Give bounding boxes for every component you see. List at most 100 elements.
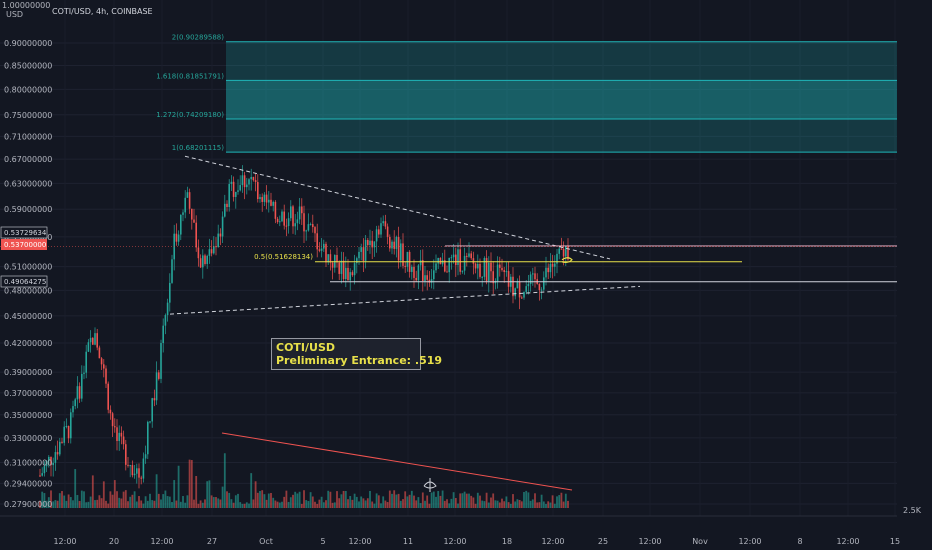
candle-body [50,456,52,466]
price-tick-label: 0.80000000 [4,85,52,94]
volume-bar [281,501,283,508]
candle-body [514,288,516,297]
candle-body [169,282,171,303]
fib-zone [226,41,897,81]
candle-body [122,436,125,445]
candle-body [224,203,226,217]
volume-bar [490,497,492,508]
triangle-upper-line [184,155,611,260]
price-tick-label: 0.48000000 [4,286,52,295]
volume-bar [322,502,325,508]
candle-body [92,337,94,345]
candle-body [239,185,241,191]
candle-body [397,237,400,261]
volume-bar [241,503,244,508]
volume-bar [83,491,85,508]
volume-bar [364,500,367,508]
volume-bar [245,502,248,508]
volume-bar [133,491,136,508]
volume-bar [551,495,554,508]
candle-body [292,206,294,227]
volume-bar [226,491,228,508]
candle-body [78,386,81,399]
time-tick-label: 15 [890,537,900,546]
candle-body [457,249,459,266]
candle-body [54,452,57,463]
candle-body [215,246,217,248]
candle-body [391,241,393,249]
candle-body [558,248,560,254]
volume-bar [230,499,233,508]
volume-bar [503,501,506,508]
volume-bar [424,500,426,508]
volume-bar [402,499,404,508]
volume-bar [417,497,420,508]
candle-body [327,254,329,263]
candle-body [461,270,464,272]
candle-body [466,255,468,257]
volume-bar [232,502,235,508]
volume-bar [43,493,46,508]
candle-body [127,464,129,466]
volume-bar [300,503,303,508]
volume-bar [371,501,374,508]
volume-bar [91,475,94,508]
volume-bar [360,496,363,508]
volume-bar [393,490,396,508]
volume-bar [512,494,514,508]
candle-body [360,247,362,252]
candle-body [488,262,490,281]
volume-bar [408,494,411,508]
fib-zone [226,80,897,119]
candle-body [309,224,312,226]
candle-body [166,302,169,316]
candle-body [294,223,296,227]
candle-body [241,175,244,186]
candle-body [281,211,283,222]
candle-body [175,233,178,242]
candle-body [448,257,450,273]
price-tick-label: 0.71000000 [4,132,52,141]
candle-body [455,254,457,266]
volume-bar [98,495,101,508]
volume-bar [160,499,162,508]
volume-bar [492,493,495,508]
fib-extension-zones: 2(0.90289588) 1.618(0.81851791) 1.272(0.74… [156,34,897,153]
volume-bar [122,491,125,508]
volume-bar [254,481,257,508]
candle-body [463,255,466,271]
volume-bar [380,503,382,508]
candle-body [521,297,523,299]
volume-bar [201,502,204,508]
candle-body [336,255,338,263]
candle-body [485,258,488,281]
volume-bar [525,490,528,508]
candle-body [565,245,567,257]
volume-bar [388,490,391,508]
volume-bar [289,497,292,508]
candle-body [63,426,65,443]
price-tick-label: 0.31000000 [4,459,52,468]
time-tick-label: 27 [207,537,217,546]
candle-body [503,270,505,272]
candle-body [103,364,105,369]
volume-bar [536,502,539,508]
volume-bar [355,496,358,508]
volume-bar [41,491,44,508]
volume-bar [102,481,105,508]
volume-bar [362,498,365,508]
candle-body [450,257,453,259]
time-axis[interactable]: 12:00 20 12:00 27 Oct 5 12:00 11 12:00 18 12:00 25 1… [53,537,900,546]
volume-bar [395,494,398,508]
time-tick-label: 12:00 [348,537,371,546]
annotation-box[interactable]: COTI/USD Preliminary Entrance: .519 [271,338,442,370]
time-tick-label: 5 [320,537,325,546]
candle-body [547,267,549,273]
candle-body [270,199,272,206]
volume-bar [274,500,277,508]
volume-bar [199,500,202,508]
candle-body [320,248,323,251]
volume-bar [168,496,171,508]
